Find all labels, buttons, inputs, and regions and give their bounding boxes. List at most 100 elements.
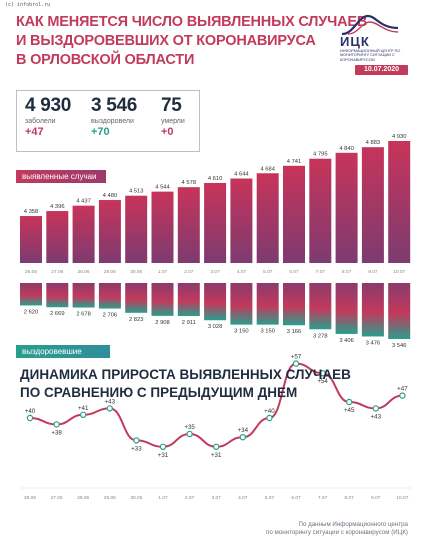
x-tick-label: 26.06 xyxy=(25,269,37,275)
growth-point-label: +33 xyxy=(131,445,142,452)
growth-point xyxy=(133,437,140,444)
recovered-bar-label: 3 278 xyxy=(313,333,328,339)
x-tick-label: 28.06 xyxy=(78,269,90,275)
recovered-bar xyxy=(98,283,121,309)
growth-point-label: +45 xyxy=(344,407,355,414)
recovered-bar-label: 3 546 xyxy=(392,343,407,349)
recovered-bar xyxy=(361,283,384,337)
stat-deaths-delta: +0 xyxy=(161,126,174,138)
growth-point-label: +57 xyxy=(291,354,302,361)
recovered-bar xyxy=(388,283,411,339)
x-tick-label: 27.06 xyxy=(51,495,63,501)
x-tick-label: 1.07 xyxy=(158,495,168,501)
summary-stats-box: 4 930 заболели +47 3 546 выздоровели +70… xyxy=(16,90,200,152)
x-tick-label: 1.07 xyxy=(158,269,168,275)
cases-bar-label: 4 513 xyxy=(129,189,144,195)
cases-bar-label: 4 644 xyxy=(234,172,249,178)
recovered-bar-label: 2 706 xyxy=(103,313,118,319)
recovered-bar-label: 2 678 xyxy=(76,312,91,318)
growth-point-label: +54 xyxy=(317,378,328,385)
cases-bar xyxy=(46,211,69,263)
recovered-bar-label: 2 911 xyxy=(182,320,196,326)
recovered-bar-label: 3 166 xyxy=(287,329,302,335)
cases-bar-label: 4 437 xyxy=(76,199,91,205)
recovered-bar xyxy=(283,283,305,326)
growth-point xyxy=(292,360,300,367)
recovered-bar-label: 3 406 xyxy=(339,338,354,344)
stat-recovered-value: 3 546 xyxy=(91,95,138,116)
stat-cases: 4 930 заболели +47 xyxy=(25,95,71,138)
x-tick-label: 6.07 xyxy=(291,495,301,501)
x-tick-label: 2.07 xyxy=(184,269,194,275)
x-tick-label: 7.07 xyxy=(316,269,326,275)
logo-name: ИЦК xyxy=(340,34,370,49)
cases-bar xyxy=(256,173,279,263)
stat-recovered-label: выздоровели xyxy=(91,118,134,125)
x-tick-label: 4.07 xyxy=(237,269,247,275)
x-tick-label: 30.06 xyxy=(130,495,142,501)
recovered-bar xyxy=(309,283,332,330)
title-line-1: КАК МЕНЯЕТСЯ ЧИСЛО ВЫЯВЛЕННЫХ СЛУЧАЕВ xyxy=(16,14,368,30)
cases-bar-label: 4 741 xyxy=(287,159,302,165)
cases-bar-label: 4 795 xyxy=(313,152,328,158)
stat-recovered-delta: +70 xyxy=(91,126,110,138)
recovered-bar-label: 3 028 xyxy=(208,324,223,330)
cases-bar xyxy=(177,187,200,263)
growth-point xyxy=(266,414,273,422)
cases-bar xyxy=(72,205,95,263)
x-tick-label: 28.06 xyxy=(77,495,89,501)
x-tick-label: 3.07 xyxy=(210,269,220,275)
growth-point xyxy=(53,421,60,428)
x-tick-label: 26.06 xyxy=(24,495,36,501)
cases-bar xyxy=(125,195,148,263)
growth-point xyxy=(186,430,193,438)
growth-line-chart: +40 26.06 +38 27.06 +41 28.06 +43 29.06 +33 30.06… xyxy=(20,354,412,501)
line-chart-title-line-2: ПО СРАВНЕНИЮ С ПРЕДЫДУЩИМ ДНЕМ xyxy=(20,385,298,400)
footer-line-2: по мониторингу ситуации с коронавирусом … xyxy=(265,528,408,536)
cases-bar xyxy=(20,216,42,263)
stat-cases-delta: +47 xyxy=(25,126,44,138)
growth-point-label: +43 xyxy=(371,413,382,420)
recovered-bar xyxy=(335,283,358,334)
cases-bar xyxy=(309,158,332,263)
growth-point-label: +40 xyxy=(264,408,275,415)
cases-bar-label: 4 396 xyxy=(50,204,65,210)
recovered-bar xyxy=(177,283,200,316)
x-tick-label: 27.06 xyxy=(51,269,63,275)
x-tick-label: 5.07 xyxy=(263,269,273,275)
stat-deaths-label: умерли xyxy=(161,118,185,125)
recovered-bar xyxy=(46,283,69,308)
growth-point xyxy=(106,405,114,412)
recovered-bar-label: 2 908 xyxy=(155,320,170,326)
recovered-bar-label: 2 823 xyxy=(129,317,144,323)
line-chart-title-line-1: ДИНАМИКА ПРИРОСТА ВЫЯВЛЕННЫХ СЛУЧАЕВ xyxy=(20,367,351,382)
growth-point-label: +41 xyxy=(78,405,89,412)
recovered-bar-series: 2 620 2 669 2 678 2 706 2 823 2 908 2 911 3 028… xyxy=(20,283,411,349)
x-tick-label: 6.07 xyxy=(289,269,299,275)
cases-bar xyxy=(151,191,174,263)
recovered-bar-label: 2 669 xyxy=(50,311,65,317)
line-chart-title: ДИНАМИКА ПРИРОСТА ВЫЯВЛЕННЫХ СЛУЧАЕВ ПО … xyxy=(20,366,351,402)
recovered-bar xyxy=(204,283,227,321)
recovered-bar xyxy=(72,283,95,308)
growth-point xyxy=(26,414,34,422)
source-footer: По данным Информационного центра по мони… xyxy=(208,521,408,536)
stat-deaths: 75 умерли +0 xyxy=(161,95,185,138)
page-title: КАК МЕНЯЕТСЯ ЧИСЛО ВЫЯВЛЕННЫХ СЛУЧАЕВ И … xyxy=(16,13,368,70)
cases-bar-label: 4 684 xyxy=(260,166,275,172)
date-badge: 10.07.2020 xyxy=(355,65,408,75)
cases-bar-label: 4 480 xyxy=(103,193,118,199)
recovered-bar-label: 3 476 xyxy=(366,340,381,346)
x-tick-label: 29.06 xyxy=(104,495,116,501)
recovered-bar-label: 3 150 xyxy=(234,329,249,335)
site-credit: (c) infobrol.ru xyxy=(5,2,51,8)
cases-bar xyxy=(388,141,411,263)
x-tick-label: 29.06 xyxy=(104,269,116,275)
growth-point-label: +38 xyxy=(51,429,62,436)
growth-point xyxy=(212,443,220,450)
x-tick-label: 10.07 xyxy=(396,495,408,501)
recovered-bar xyxy=(256,283,279,325)
growth-point xyxy=(319,370,326,377)
growth-point-label: +40 xyxy=(25,408,36,415)
